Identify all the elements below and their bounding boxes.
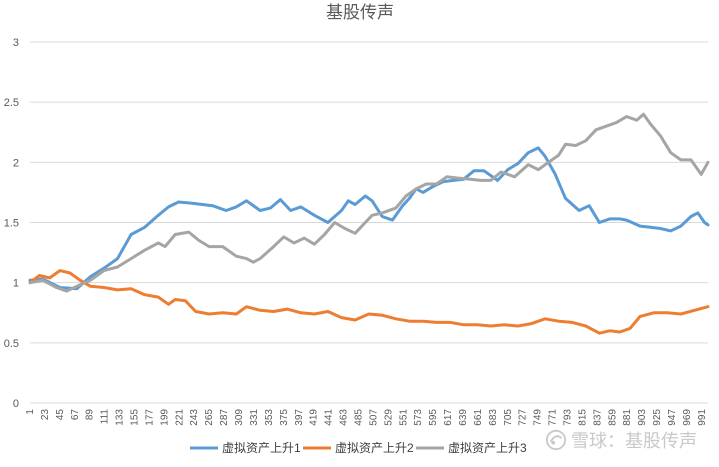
legend-label: 虚拟资产上升1 [222,441,301,455]
x-tick-label: 397 [294,409,305,426]
x-tick-label: 749 [533,409,544,426]
x-tick-label: 199 [159,409,170,426]
y-tick-label: 0 [13,398,19,410]
x-tick-label: 221 [174,409,185,426]
x-tick-label: 639 [458,409,469,426]
x-tick-label: 617 [443,409,454,426]
x-tick-label: 991 [697,409,708,426]
x-tick-label: 243 [189,409,200,426]
y-axis-ticks: 0 0.5 1 1.5 2 2.5 3 [4,37,19,410]
x-tick-label: 111 [100,409,111,425]
x-tick-label: 903 [637,409,648,426]
x-tick-label: 925 [652,409,663,426]
x-tick-label: 507 [368,409,379,426]
x-axis-ticks: 1 23 45 67 89 111 133 155 177 199 221 243 265 287 309 3… [25,409,708,426]
x-tick-label: 727 [518,409,529,426]
x-tick-label: 265 [204,409,215,426]
series-line-3 [28,112,710,293]
series-line-2 [28,269,710,335]
x-tick-label: 287 [219,409,230,426]
snowball-icon [545,429,567,451]
watermark: 雪球：基股传声 [545,427,697,453]
x-tick-label: 177 [144,409,155,426]
x-tick-label: 419 [309,409,320,426]
x-tick-label: 155 [130,409,141,426]
legend: 虚拟资产上升1 虚拟资产上升2 虚拟资产上升3 [190,441,527,455]
x-tick-label: 67 [70,409,81,421]
x-tick-label: 661 [473,409,484,426]
y-tick-label: 3 [13,37,19,49]
gridlines [30,41,708,404]
watermark-text: 雪球：基股传声 [571,431,697,452]
x-tick-label: 45 [55,409,66,421]
x-tick-label: 881 [622,409,633,426]
x-tick-label: 595 [428,409,439,426]
y-tick-label: 1.5 [4,218,19,230]
x-tick-label: 353 [264,409,275,426]
x-tick-label: 485 [353,409,364,426]
x-tick-label: 529 [383,409,394,426]
x-tick-label: 1 [25,409,36,415]
y-tick-label: 2 [13,157,19,169]
x-tick-label: 309 [234,409,245,426]
y-tick-label: 0.5 [4,338,19,350]
y-tick-label: 1 [13,278,19,290]
x-tick-label: 89 [85,409,96,421]
x-tick-label: 793 [563,409,574,426]
x-tick-label: 705 [503,409,514,426]
series-line-1 [28,146,710,291]
x-tick-label: 859 [607,409,618,426]
x-tick-label: 573 [413,409,424,426]
x-tick-label: 683 [488,409,499,426]
chart-title: 基股传声 [326,3,394,22]
x-tick-label: 23 [40,409,51,421]
x-tick-label: 551 [398,409,409,426]
x-tick-label: 331 [249,409,260,426]
x-tick-label: 771 [548,409,559,426]
legend-label: 虚拟资产上升3 [448,441,527,455]
series-lines [28,112,710,335]
x-tick-label: 947 [667,409,678,426]
x-tick-label: 969 [682,409,693,426]
legend-label: 虚拟资产上升2 [335,441,414,455]
x-tick-label: 815 [577,409,588,426]
x-tick-label: 837 [592,409,603,426]
x-tick-label: 441 [324,409,335,426]
x-tick-label: 375 [279,409,290,426]
x-tick-label: 133 [115,409,126,426]
y-tick-label: 2.5 [4,97,19,109]
x-tick-label: 463 [339,409,350,426]
